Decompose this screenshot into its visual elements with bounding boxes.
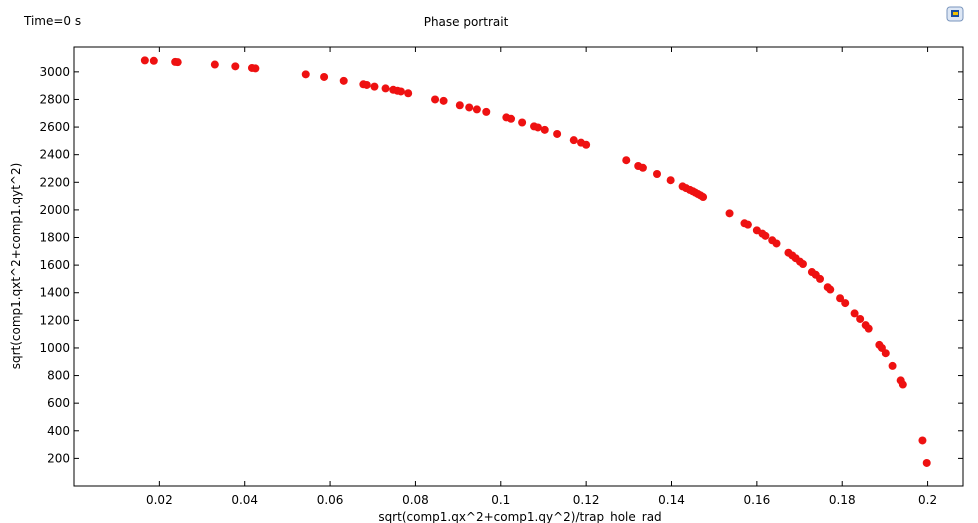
data-point <box>881 349 890 358</box>
y-tick-label: 800 <box>47 369 70 383</box>
x-tick-label: 0.18 <box>829 493 856 507</box>
data-point <box>362 80 371 89</box>
data-point <box>582 140 591 149</box>
data-point <box>301 70 310 79</box>
data-point <box>381 84 390 93</box>
data-point <box>772 239 781 248</box>
data-point <box>507 114 516 123</box>
data-point <box>922 458 931 467</box>
data-point <box>798 260 807 269</box>
data-point <box>140 56 149 65</box>
data-point <box>540 125 549 134</box>
y-tick-label: 400 <box>47 424 70 438</box>
x-tick-label: 0.2 <box>918 493 937 507</box>
data-series <box>140 56 931 467</box>
y-tick-label: 600 <box>47 396 70 410</box>
data-point <box>396 87 405 96</box>
x-tick-label: 0.06 <box>317 493 344 507</box>
y-tick-label: 1400 <box>39 286 70 300</box>
y-tick-label: 200 <box>47 451 70 465</box>
settings-button[interactable] <box>946 6 964 22</box>
data-point <box>465 103 474 112</box>
data-point <box>816 274 825 283</box>
data-point <box>173 58 182 67</box>
y-tick-label: 2800 <box>39 92 70 106</box>
data-point <box>826 285 835 294</box>
data-point <box>518 118 527 127</box>
data-point <box>725 209 734 218</box>
data-point <box>743 220 752 229</box>
y-tick-label: 1200 <box>39 313 70 327</box>
data-point <box>841 299 850 308</box>
data-point <box>320 72 329 81</box>
data-point <box>850 309 859 318</box>
data-point <box>666 176 675 185</box>
x-tick-label: 0.14 <box>658 493 685 507</box>
data-point <box>569 136 578 145</box>
data-point <box>638 163 647 172</box>
chart-title: Phase portrait <box>424 15 509 29</box>
data-point <box>533 123 542 132</box>
x-tick-label: 0.08 <box>402 493 429 507</box>
data-point <box>898 380 907 389</box>
y-tick-label: 2200 <box>39 175 70 189</box>
x-axis-label: sqrt(comp1.qx^2+comp1.qy^2)/trap_hole_ra… <box>378 510 661 523</box>
y-tick-label: 2000 <box>39 203 70 217</box>
plot-frame <box>73 46 964 487</box>
data-point <box>431 95 440 104</box>
data-point <box>553 129 562 138</box>
y-tick-label: 1000 <box>39 341 70 355</box>
data-point <box>864 324 873 333</box>
y-tick-label: 1800 <box>39 231 70 245</box>
data-point <box>370 82 379 91</box>
y-tick-label: 1600 <box>39 258 70 272</box>
x-tick-label: 0.04 <box>231 493 258 507</box>
data-point <box>472 105 481 114</box>
data-point <box>439 96 448 105</box>
y-tick-label: 2400 <box>39 148 70 162</box>
y-axis: 200 400 600 800 1000 1200 1400 1600 1800 2000 2200… <box>39 65 963 465</box>
data-point <box>652 170 661 179</box>
x-tick-label: 0.16 <box>744 493 771 507</box>
data-point <box>455 101 464 110</box>
data-point <box>251 64 260 73</box>
data-point <box>404 89 413 98</box>
x-tick-label: 0.1 <box>491 493 510 507</box>
data-point <box>339 76 348 85</box>
data-point <box>918 436 927 445</box>
data-point <box>888 361 897 370</box>
y-tick-label: 3000 <box>39 65 70 79</box>
data-point <box>761 231 770 240</box>
y-tick-label: 2600 <box>39 120 70 134</box>
data-point <box>699 193 708 202</box>
x-tick-label: 0.02 <box>146 493 173 507</box>
x-axis: 0.02 0.04 0.06 0.08 0.1 0.12 0.14 0.16 0.18 0.2 <box>146 47 937 507</box>
data-point <box>622 156 631 165</box>
data-point <box>210 60 219 69</box>
x-tick-label: 0.12 <box>573 493 600 507</box>
data-point <box>231 62 240 71</box>
data-point <box>149 56 158 65</box>
data-point <box>482 107 491 116</box>
data-point <box>836 294 845 303</box>
data-point <box>856 314 865 323</box>
y-axis-label: sqrt(comp1.qxt^2+comp1.qyt^2) <box>9 163 23 370</box>
time-label: Time=0 s <box>23 14 81 28</box>
